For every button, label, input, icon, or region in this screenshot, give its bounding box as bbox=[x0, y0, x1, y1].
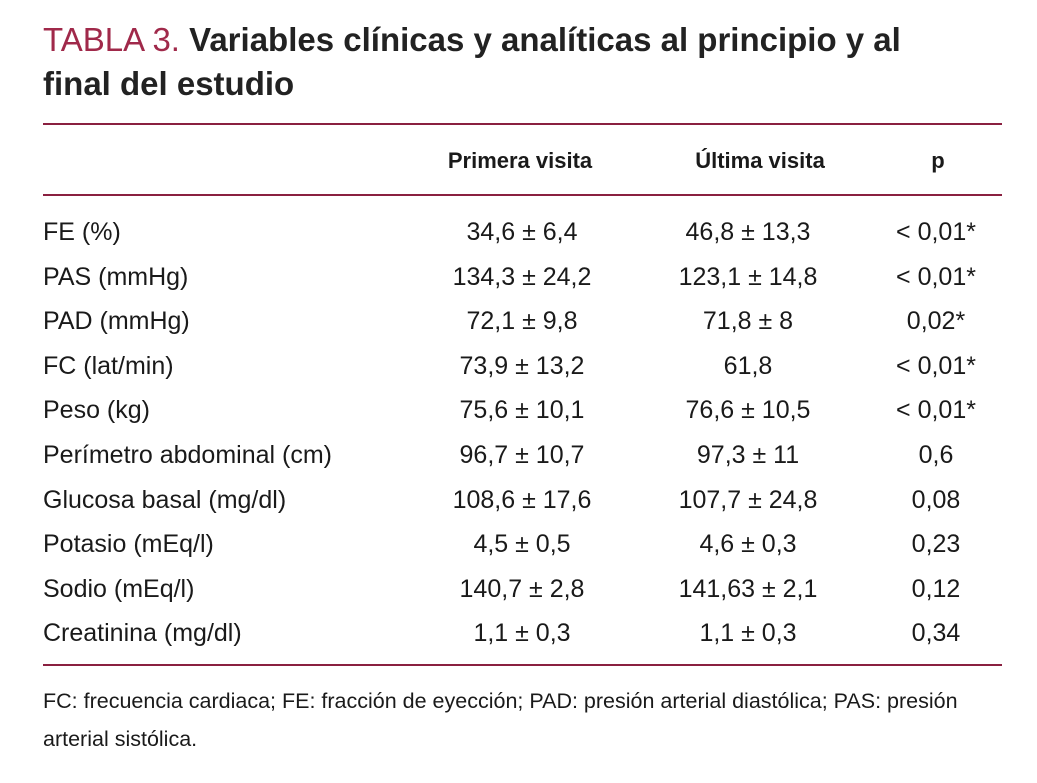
row-label: Glucosa basal (mg/dl) bbox=[43, 485, 287, 514]
cell: 107,7 ± 24,8 bbox=[678, 485, 818, 514]
header-rule bbox=[43, 194, 1002, 196]
cell: 75,6 ± 10,1 bbox=[459, 396, 585, 425]
cell: 123,1 ± 14,8 bbox=[678, 262, 818, 291]
row-label: PAD (mmHg) bbox=[43, 307, 190, 336]
row-label: Sodio (mEq/l) bbox=[43, 574, 195, 603]
cell: 0,12 bbox=[911, 574, 961, 603]
row-label: FE (%) bbox=[43, 218, 121, 246]
cell: 141,63 ± 2,1 bbox=[678, 574, 818, 603]
cell: < 0,01* bbox=[896, 351, 976, 380]
cell: 0,02* bbox=[906, 307, 966, 336]
cell: 76,6 ± 10,5 bbox=[685, 396, 811, 425]
cell: 134,3 ± 24,2 bbox=[452, 262, 592, 291]
top-rule bbox=[43, 123, 1002, 125]
cell: 0,6 bbox=[918, 441, 954, 469]
cell: 46,8 ± 13,3 bbox=[685, 218, 811, 246]
cell: 0,08 bbox=[911, 485, 961, 514]
cell: 96,7 ± 10,7 bbox=[459, 441, 585, 469]
cell: 34,6 ± 6,4 bbox=[466, 218, 578, 246]
cell: 1,1 ± 0,3 bbox=[473, 619, 571, 648]
column-header: Primera visita bbox=[447, 148, 593, 173]
row-label: Potasio (mEq/l) bbox=[43, 530, 214, 559]
column-header: p bbox=[931, 148, 945, 173]
title-text: Variables clínicas y analíticas al princ… bbox=[43, 21, 901, 102]
cell: 108,6 ± 17,6 bbox=[452, 485, 592, 514]
cell: 0,34 bbox=[911, 619, 961, 648]
cell: 4,5 ± 0,5 bbox=[473, 530, 571, 559]
cell: < 0,01* bbox=[896, 218, 976, 246]
cell: 61,8 bbox=[723, 351, 773, 380]
cell: 140,7 ± 2,8 bbox=[459, 574, 585, 603]
cell: 4,6 ± 0,3 bbox=[699, 530, 797, 559]
row-label: Perímetro abdominal (cm) bbox=[43, 441, 332, 469]
row-label: PAS (mmHg) bbox=[43, 262, 189, 291]
cell: 0,23 bbox=[911, 530, 961, 559]
cell: 1,1 ± 0,3 bbox=[699, 619, 797, 648]
title-label: TABLA 3. bbox=[43, 21, 180, 58]
column-header: Última visita bbox=[695, 148, 825, 173]
cell: < 0,01* bbox=[896, 396, 976, 425]
table-title: TABLA 3. Variables clínicas y analíticas… bbox=[43, 18, 973, 106]
row-label: FC (lat/min) bbox=[43, 351, 174, 380]
row-label: Creatinina (mg/dl) bbox=[43, 619, 242, 648]
cell: 72,1 ± 9,8 bbox=[466, 307, 578, 336]
cell: 73,9 ± 13,2 bbox=[459, 351, 585, 380]
cell: 71,8 ± 8 bbox=[702, 307, 794, 336]
bottom-rule bbox=[43, 664, 1002, 666]
cell: < 0,01* bbox=[896, 262, 976, 291]
cell: 97,3 ± 11 bbox=[696, 441, 800, 469]
row-label: Peso (kg) bbox=[43, 396, 150, 425]
footnote: FC: frecuencia cardiaca; FE: fracción de… bbox=[43, 689, 958, 751]
